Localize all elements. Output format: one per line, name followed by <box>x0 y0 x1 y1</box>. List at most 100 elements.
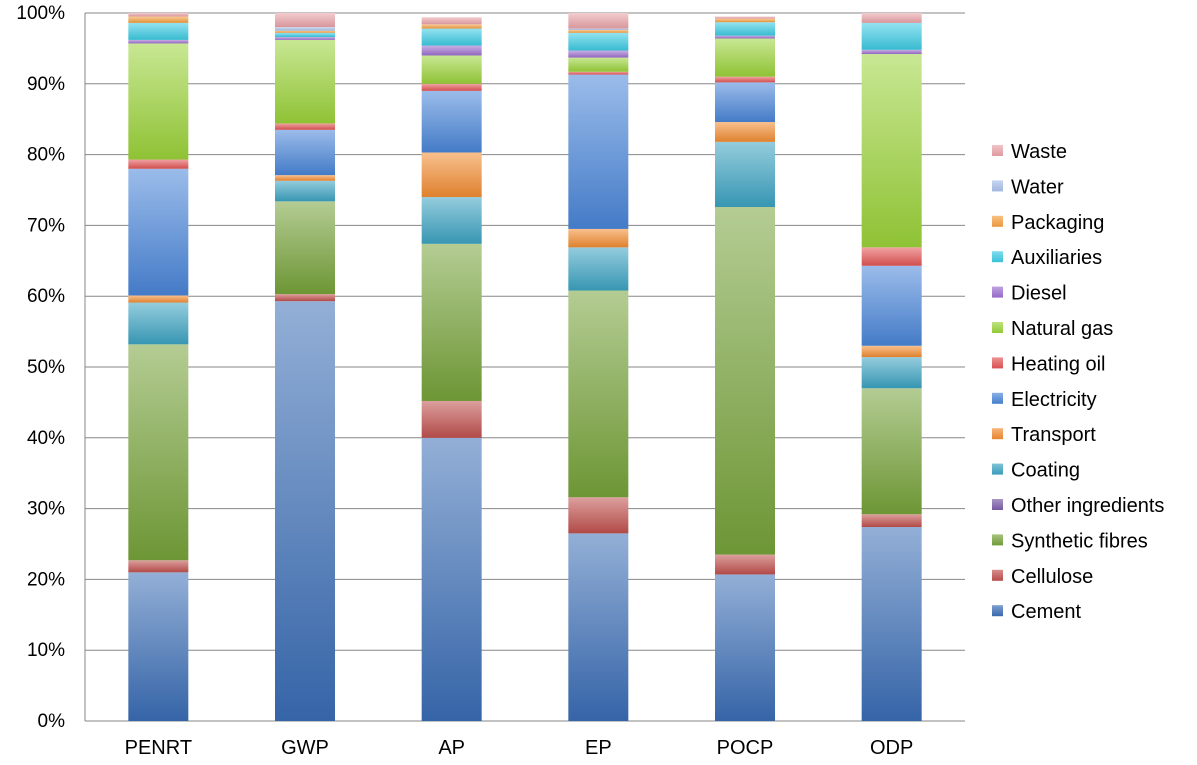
y-tick-label: 80% <box>27 145 65 166</box>
bar-pocp-packaging <box>715 18 775 23</box>
bar-ap-heating-oil <box>421 83 482 91</box>
bar-pocp-synthetic-fibres <box>715 206 775 555</box>
bar-gwp-waste <box>275 13 335 28</box>
bar-ep-auxiliaries <box>568 32 629 51</box>
bar-ap-transport <box>421 152 482 198</box>
bar-pocp-auxiliaries <box>715 22 775 36</box>
bar-pocp-coating <box>715 141 775 207</box>
legend-swatch <box>992 463 1003 475</box>
bar-gwp-natural-gas <box>275 39 335 124</box>
legend-label: Coating <box>1011 460 1080 482</box>
bar-ep-packaging <box>568 29 629 33</box>
legend-item-cement: Cement <box>992 601 1081 623</box>
legend-label: Water <box>1011 176 1064 198</box>
y-tick-label: 90% <box>27 74 65 95</box>
legend-swatch <box>992 428 1003 440</box>
legend-swatch <box>992 322 1003 333</box>
legend-label: Cement <box>1011 601 1081 623</box>
bar-odp-cellulose <box>861 514 922 528</box>
legend-label: Waste <box>1011 141 1067 163</box>
legend-swatch <box>992 499 1003 510</box>
bar-odp-auxiliaries <box>861 22 922 50</box>
legend-item-heating-oil: Heating oil <box>992 353 1106 375</box>
bar-odp-diesel <box>861 49 922 55</box>
bar-penrt-synthetic-fibres <box>128 344 189 561</box>
legend-swatch <box>992 569 1003 581</box>
legend-item-water: Water <box>992 176 1064 198</box>
bar-ep-natural-gas <box>568 57 629 72</box>
x-tick-label: AP <box>438 737 465 759</box>
bar-penrt-natural-gas <box>128 43 189 160</box>
bar-ap-electricity <box>421 90 482 153</box>
bar-ep-transport <box>568 228 629 248</box>
bar-ep-cellulose <box>568 497 629 534</box>
bar-penrt-heating-oil <box>128 159 189 169</box>
bar-ap-cement <box>421 437 482 721</box>
bar-ap-coating <box>421 197 482 244</box>
bar-gwp-electricity <box>275 129 335 176</box>
y-tick-label: 20% <box>27 569 65 590</box>
legend-swatch <box>992 215 1003 227</box>
bar-ap-natural-gas <box>421 55 482 84</box>
bar-ep-coating <box>568 247 629 291</box>
legend-label: Auxiliaries <box>1011 247 1102 269</box>
bar-pocp-diesel <box>715 35 775 39</box>
bar-ap-waste <box>421 17 482 25</box>
legend-swatch <box>992 605 1003 617</box>
bar-gwp-water <box>275 27 335 31</box>
gridlines <box>85 12 965 722</box>
bar-pocp-transport <box>715 122 775 142</box>
bar-odp-synthetic-fibres <box>861 388 922 515</box>
x-tick-label: ODP <box>870 737 913 759</box>
bar-pocp-electricity <box>715 82 775 123</box>
bar-gwp-synthetic-fibres <box>275 201 335 295</box>
bar-gwp-cellulose <box>275 294 335 302</box>
bar-gwp-cement <box>275 301 335 721</box>
legend-label: Synthetic fibres <box>1011 530 1148 552</box>
bar-ep-electricity <box>568 74 629 229</box>
legend-item-auxiliaries: Auxiliaries <box>992 247 1102 269</box>
bar-odp-natural-gas <box>861 54 922 248</box>
legend-swatch <box>992 180 1003 192</box>
legend-label: Packaging <box>1011 212 1104 234</box>
legend: Waste Water Packaging Auxiliaries Diesel Natu… <box>992 141 1164 623</box>
bar-penrt-cement <box>128 572 189 721</box>
legend-swatch <box>992 392 1003 404</box>
bar-odp-waste <box>861 13 922 23</box>
y-tick-label: 60% <box>27 286 65 307</box>
bar-pocp-cement <box>715 574 775 721</box>
bar-ep-diesel <box>568 50 629 58</box>
bar-gwp-coating <box>275 180 335 202</box>
bar-penrt-packaging <box>128 16 189 23</box>
legend-label: Electricity <box>1011 389 1097 411</box>
bar-penrt-auxiliaries <box>128 22 189 40</box>
bar-penrt-electricity <box>128 168 189 296</box>
bars <box>128 13 922 721</box>
legend-item-electricity: Electricity <box>992 389 1097 411</box>
bar-ep-cement <box>568 533 629 721</box>
legend-item-natural-gas: Natural gas <box>992 318 1113 340</box>
bar-penrt-coating <box>128 302 189 345</box>
bar-odp-heating-oil <box>861 247 922 266</box>
bar-pocp-natural-gas <box>715 38 775 77</box>
y-tick-label: 40% <box>27 428 65 449</box>
x-tick-label: PENRT <box>125 737 192 759</box>
bar-ap-synthetic-fibres <box>421 243 482 401</box>
bar-penrt-waste <box>128 13 189 17</box>
axes: 0% 10% 20% 30% 40% 50% 60% 70% 80% 90% 100% PENRT GW… <box>16 3 913 759</box>
legend-label: Transport <box>1011 424 1096 446</box>
y-tick-label: 50% <box>27 357 65 378</box>
bar-pocp-heating-oil <box>715 76 775 83</box>
bar-ap-diesel <box>421 45 482 56</box>
x-tick-label: EP <box>585 737 612 759</box>
bar-gwp-diesel <box>275 37 335 40</box>
bar-ep-heating-oil <box>568 71 629 75</box>
bar-pocp-waste <box>715 16 775 19</box>
legend-label: Cellulose <box>1011 566 1093 588</box>
bar-ep-waste <box>568 13 629 29</box>
bar-gwp-packaging <box>275 30 335 33</box>
legend-item-transport: Transport <box>992 424 1096 446</box>
bar-penrt-diesel <box>128 39 189 44</box>
legend-item-waste: Waste <box>992 141 1067 163</box>
